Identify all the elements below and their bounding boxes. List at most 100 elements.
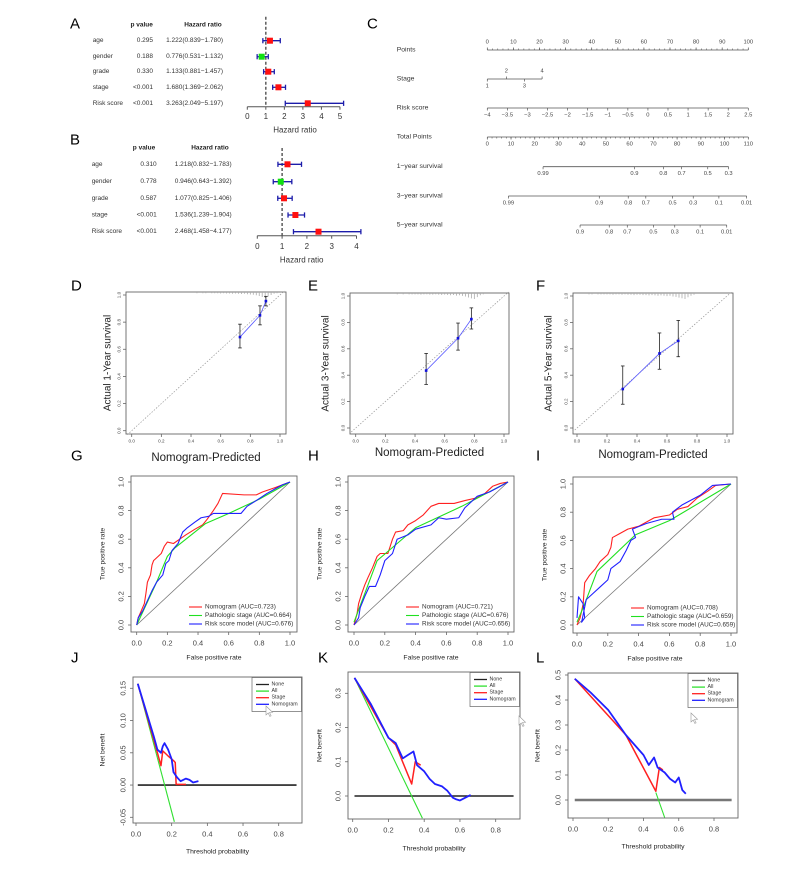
hazard-ratio-marker bbox=[284, 161, 291, 168]
x-tick-label: 2 bbox=[282, 112, 287, 121]
y-tick-label: 0.8 bbox=[559, 507, 568, 517]
y-tick-label: 0.4 bbox=[334, 563, 343, 573]
x-tick-label: 3 bbox=[301, 112, 306, 121]
x-tick-label: 0.8 bbox=[247, 439, 254, 444]
nomogram-tick-label: 0.1 bbox=[696, 230, 704, 236]
net-benefit-curve-nomogram bbox=[353, 677, 472, 802]
x-tick-label: 0.6 bbox=[664, 439, 671, 444]
hazard-ratio-marker bbox=[258, 53, 265, 60]
x-tick-label: 1 bbox=[264, 112, 269, 121]
roc-curve-nomogram bbox=[136, 481, 291, 626]
y-tick-label: 0.6 bbox=[341, 345, 346, 352]
y-tick-label: 0.8 bbox=[341, 319, 346, 326]
y-axis-title: Actual 5-Year survival bbox=[544, 315, 555, 411]
plot-frame bbox=[572, 476, 738, 634]
variable-name: stage bbox=[92, 212, 108, 219]
x-tick-label: 0.8 bbox=[695, 640, 705, 649]
nomogram-tick-label: −3 bbox=[524, 113, 531, 119]
nomogram-tick-label: 0.1 bbox=[715, 201, 723, 207]
legend-label: Pathologic stage (AUC=0.659) bbox=[647, 613, 734, 620]
p-value: 0.587 bbox=[140, 195, 157, 202]
x-tick-label: 0.2 bbox=[158, 439, 165, 444]
y-tick-label: 0.2 bbox=[334, 722, 343, 732]
net-benefit-curve-stage bbox=[137, 683, 186, 786]
x-tick-label: 0.8 bbox=[490, 826, 500, 835]
hazard-ratio-text: 2.468(1.458−4.177) bbox=[175, 228, 232, 235]
nomogram-tick-label: 0.01 bbox=[721, 230, 732, 236]
legend-label: Pathologic stage (AUC=0.664) bbox=[205, 612, 292, 619]
p-value-header: p value bbox=[133, 145, 156, 152]
hazard-ratio-marker bbox=[266, 37, 273, 44]
hazard-ratio-text: 3.263(2.049−5.197) bbox=[166, 100, 223, 107]
nomogram-tick-label: 100 bbox=[720, 142, 730, 148]
x-tick-label: 0.6 bbox=[664, 640, 674, 649]
nomogram-tick-label: 0 bbox=[646, 113, 649, 119]
roc-curve-risk bbox=[353, 481, 509, 626]
cursors bbox=[265, 705, 699, 727]
y-tick-label: 0.8 bbox=[117, 505, 126, 515]
x-tick-label: 0.2 bbox=[383, 826, 393, 835]
nomogram-row-label: 3−year survival bbox=[397, 193, 443, 200]
x-axis-title: Nomogram-Predicted bbox=[598, 449, 707, 461]
legend-label: Risk score model (AUC=0.659) bbox=[647, 622, 735, 629]
variable-name: age bbox=[93, 37, 104, 44]
y-tick-label: 0.6 bbox=[117, 346, 122, 353]
y-tick-label: 0.4 bbox=[341, 372, 346, 379]
nomogram-row-label: 5−year survival bbox=[397, 222, 443, 229]
nomogram-tick-label: 0.8 bbox=[659, 171, 667, 177]
x-tick-label: 0.0 bbox=[131, 830, 141, 839]
x-tick-label: 0.0 bbox=[574, 439, 581, 444]
plot-frame bbox=[567, 672, 739, 819]
y-axis-title: Net benefit bbox=[535, 729, 542, 762]
net-benefit-curve-stage bbox=[574, 678, 664, 792]
decision-curve-plot-j: 0.0 0.2 0.4 0.6 0.8 -0.05 0.00 0.05 0.10 0.15 Thre… bbox=[100, 676, 303, 856]
calibration-line bbox=[622, 340, 679, 390]
legend-label: None bbox=[708, 678, 721, 684]
hazard-ratio-text: 1.218(0.832−1.783) bbox=[175, 161, 232, 168]
nomogram-tick-label: 40 bbox=[579, 142, 585, 148]
p-value: 0.188 bbox=[137, 53, 154, 60]
hazard-ratio-marker bbox=[292, 212, 299, 218]
nomogram-tick-label: 60 bbox=[626, 142, 632, 148]
nomogram-tick-label: 1 bbox=[486, 84, 489, 90]
nomogram-tick-label: 50 bbox=[615, 40, 621, 46]
y-tick-label: 0.6 bbox=[564, 345, 569, 352]
y-tick-label: 1.0 bbox=[117, 477, 126, 487]
x-tick-label: 4 bbox=[354, 242, 359, 251]
panel-label: J bbox=[71, 650, 79, 667]
nomogram-tick-label: 0.5 bbox=[664, 113, 672, 119]
roc-plot-i: 0.0 0.2 0.4 0.6 0.8 1.0 0.0 0.2 0.4 0.6 0.8 1.0 Fals… bbox=[542, 476, 738, 663]
nomogram-tick-label: 0 bbox=[486, 40, 489, 46]
x-tick-label: 0.4 bbox=[202, 830, 212, 839]
x-tick-label: 0.6 bbox=[441, 439, 448, 444]
nomogram-tick-label: 40 bbox=[588, 40, 594, 46]
chance-diagonal-line bbox=[576, 483, 732, 626]
nomogram-row-label: Points bbox=[397, 47, 416, 54]
x-tick-label: 0.0 bbox=[353, 439, 360, 444]
x-axis-title: Threshold probability bbox=[186, 849, 250, 856]
nomogram-tick-label: 1 bbox=[686, 113, 689, 119]
variable-name: Risk score bbox=[93, 100, 124, 107]
panel-label: D bbox=[71, 278, 82, 295]
x-tick-label: 0.0 bbox=[349, 639, 359, 648]
y-tick-label: 0.0 bbox=[564, 424, 569, 431]
legend-label: Nomogram (AUC=0.708) bbox=[647, 605, 718, 612]
p-value: <0.001 bbox=[137, 228, 157, 235]
legend-label: Nomogram bbox=[708, 697, 735, 703]
nomogram-tick-label: 90 bbox=[719, 40, 725, 46]
y-tick-label: 0.3 bbox=[334, 688, 343, 698]
x-tick-label: 0.0 bbox=[131, 639, 141, 648]
x-tick-label: 0.2 bbox=[162, 639, 172, 648]
y-tick-label: 0.15 bbox=[119, 681, 128, 696]
calibration-point bbox=[424, 369, 428, 372]
nomogram-tick-label: 0.5 bbox=[649, 230, 657, 236]
decision-curve-plot-l: 0.0 0.2 0.4 0.6 0.8 0.0 0.1 0.2 0.3 0.4 0.5 Thresho… bbox=[535, 670, 739, 851]
roc-curve-risk bbox=[136, 481, 291, 626]
y-tick-label: 0.2 bbox=[564, 398, 569, 405]
p-value: 0.778 bbox=[140, 178, 157, 185]
y-tick-label: 0.0 bbox=[334, 620, 343, 630]
nomogram-tick-label: 0.7 bbox=[642, 201, 650, 207]
x-tick-label: 0.4 bbox=[633, 640, 643, 649]
x-tick-label: 0.6 bbox=[223, 639, 233, 648]
roc-curve-nomogram bbox=[576, 483, 732, 626]
